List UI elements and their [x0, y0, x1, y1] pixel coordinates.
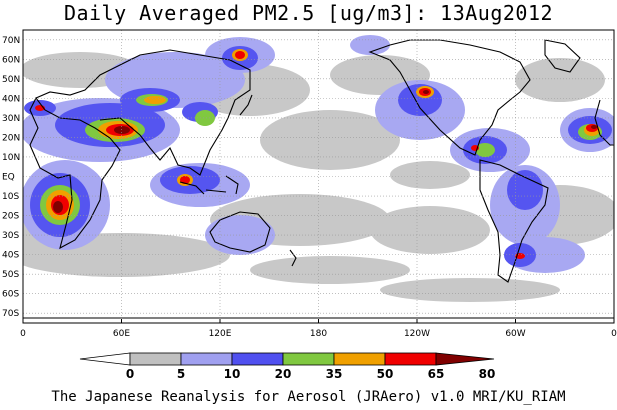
colorbar-label: 20: [275, 367, 292, 381]
colorbar-label: 65: [428, 367, 445, 381]
footer-credit: The Japanese Reanalysis for Aerosol (JRA…: [51, 389, 566, 405]
map-title: Daily Averaged PM2.5 [ug/m3]: 13Aug2012: [63, 1, 554, 25]
lat-label: 30N: [2, 114, 20, 124]
colorbar-label: 50: [377, 367, 394, 381]
lat-label: 40N: [2, 94, 20, 104]
lat-label: EQ: [2, 173, 15, 183]
concentration-fields: [23, 35, 614, 319]
lat-label: 40S: [2, 251, 19, 261]
lon-label: 180: [310, 329, 327, 339]
lat-label: 50N: [2, 75, 20, 85]
lat-label: 70S: [2, 309, 19, 319]
lat-label: 60N: [2, 55, 20, 65]
colorbar-segment: [384, 352, 437, 366]
colorbar: 0 5 10 20 35 50 65 80: [79, 352, 496, 381]
colorbar-min-triangle: [79, 352, 131, 366]
lon-label: 60E: [113, 329, 130, 339]
lat-label: 70N: [2, 36, 20, 46]
colorbar-label: 80: [479, 367, 496, 381]
lat-label: 60S: [2, 290, 19, 300]
colorbar-label: 0: [126, 367, 134, 381]
colorbar-segment: [180, 352, 233, 366]
colorbar-label: 35: [326, 367, 343, 381]
lon-label: 0: [20, 329, 26, 339]
graticule: [23, 30, 614, 323]
lat-label: 10N: [2, 153, 20, 163]
lat-label: 20S: [2, 212, 19, 222]
haze-above-80-layer: [53, 90, 597, 213]
lat-label: 20N: [2, 133, 20, 143]
lon-label: 120W: [404, 329, 430, 339]
lat-label: 30S: [2, 231, 19, 241]
lon-labels: 0 60E 120E 180 120W 60W 0: [20, 329, 617, 339]
colorbar-label: 10: [224, 367, 241, 381]
colorbar-segment: [129, 352, 182, 366]
colorbar-segment: [231, 352, 284, 366]
lon-label: 60W: [505, 329, 525, 339]
colorbar-segment: [333, 352, 386, 366]
lon-label: 0: [611, 329, 617, 339]
lon-label: 120E: [209, 329, 232, 339]
colorbar-segment: [282, 352, 335, 366]
lon-ticks: [22, 319, 615, 323]
lat-label: 10S: [2, 192, 19, 202]
lat-labels: 70N 60N 50N 40N 30N 20N 10N EQ 10S 20S 30S 40S 50S 60…: [2, 36, 20, 319]
colorbar-max-triangle: [435, 352, 495, 366]
lat-label: 50S: [2, 270, 19, 280]
colorbar-label: 5: [177, 367, 185, 381]
